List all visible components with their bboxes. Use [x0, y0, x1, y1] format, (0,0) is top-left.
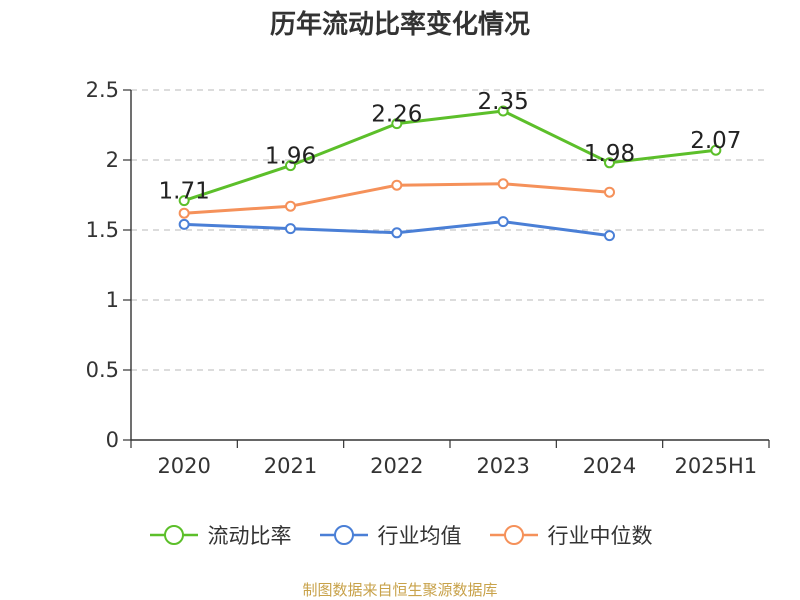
x-tick-label: 2020 [157, 454, 210, 478]
legend-label: 行业均值 [377, 524, 462, 548]
x-tick-label: 2021 [264, 454, 317, 478]
y-tick-label: 2 [106, 148, 119, 172]
data-point [285, 200, 296, 212]
y-tick-label: 1 [106, 288, 119, 312]
y-tick-label: 2.5 [86, 78, 119, 102]
data-label: 1.96 [265, 144, 316, 170]
legend-swatch [319, 525, 368, 545]
legend-label: 流动比率 [207, 524, 292, 548]
data-label: 2.26 [371, 102, 422, 128]
data-point [178, 218, 190, 230]
x-tick-label: 2022 [370, 454, 423, 478]
data-point [285, 160, 296, 172]
data-label: 2.07 [690, 128, 741, 154]
data-point [391, 118, 403, 130]
data-point [178, 195, 190, 207]
legend: 流动比率 行业均值 行业中位数 [0, 520, 800, 550]
data-point [604, 230, 615, 242]
x-tick-label: 2025H1 [675, 454, 758, 478]
data-label: 1.71 [159, 179, 210, 205]
data-point [391, 227, 403, 239]
data-point [178, 207, 190, 219]
data-point [497, 178, 509, 190]
legend-item[interactable]: 行业均值 [318, 520, 462, 550]
x-tick-label: 2024 [583, 454, 636, 478]
data-point [604, 157, 615, 169]
x-tick-label: 2023 [476, 454, 529, 478]
y-tick-label: 0.5 [86, 358, 119, 382]
source-note: 制图数据来自恒生聚源数据库 [302, 581, 498, 599]
data-point [285, 223, 296, 235]
data-point [710, 144, 722, 156]
legend-marker [333, 525, 354, 545]
data-point [497, 216, 509, 228]
legend-marker [503, 525, 524, 545]
data-label: 1.98 [584, 141, 635, 167]
series-line [183, 109, 717, 203]
y-tick-label: 0 [106, 428, 119, 452]
legend-item[interactable]: 流动比率 [148, 520, 292, 550]
legend-item[interactable]: 行业中位数 [488, 520, 653, 550]
legend-swatch [489, 525, 538, 545]
y-tick-label: 1.5 [86, 218, 119, 242]
data-point [497, 105, 509, 117]
chart-title: 历年流动比率变化情况 [269, 10, 530, 40]
legend-swatch [149, 525, 198, 545]
data-point [604, 186, 615, 198]
data-point [391, 179, 403, 191]
data-label: 2.35 [478, 89, 529, 115]
legend-label: 行业中位数 [547, 524, 653, 548]
legend-marker [163, 525, 184, 545]
